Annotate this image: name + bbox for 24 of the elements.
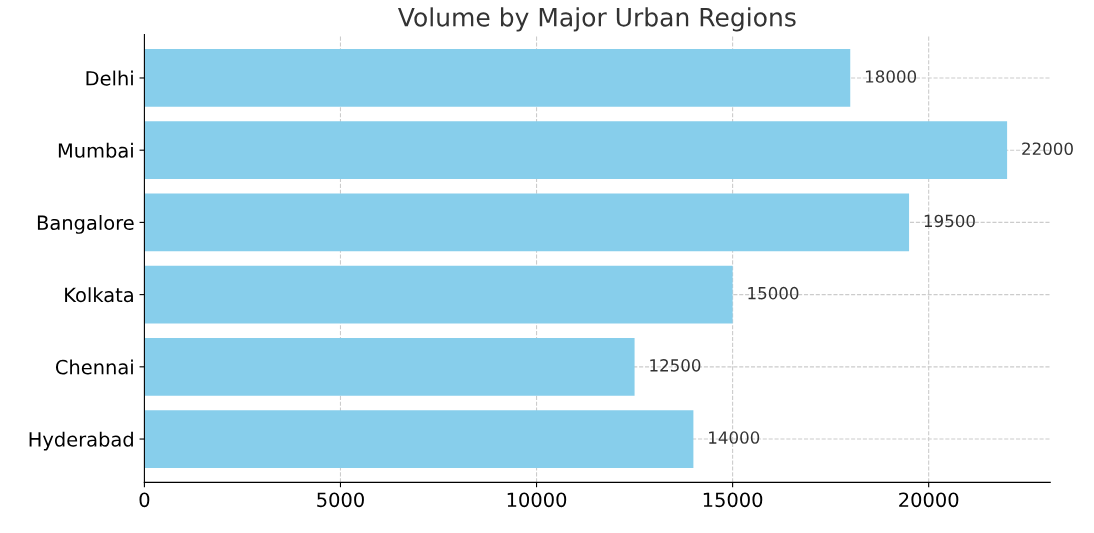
- bar: [144, 49, 851, 107]
- data-label: 12500: [650, 359, 701, 372]
- bar: [144, 121, 1008, 180]
- x-tick-label: 20000: [899, 492, 959, 508]
- x-tick-label: 15000: [703, 492, 763, 508]
- y-tick-label: Chennai: [55, 359, 133, 375]
- data-label: 14000: [709, 431, 760, 444]
- y-tick-label: Delhi: [86, 70, 133, 86]
- bar: [144, 193, 910, 252]
- x-tick-label: 5000: [317, 492, 364, 508]
- bar: [144, 337, 635, 396]
- chart-title: Volume by Major Urban Regions: [397, 7, 796, 32]
- data-label: 18000: [865, 70, 917, 83]
- y-tick-label: Kolkata: [65, 287, 133, 303]
- bar: [144, 265, 733, 324]
- data-label: 22000: [1022, 142, 1073, 156]
- y-tick-label: Bangalore: [37, 215, 134, 234]
- y-tick-label: Hyderabad: [29, 431, 133, 451]
- y-tick-label: Mumbai: [58, 142, 133, 158]
- data-label: 15000: [748, 286, 799, 300]
- x-tick-label: 10000: [507, 492, 567, 508]
- x-tick-label: 0: [139, 492, 150, 508]
- bar: [144, 410, 694, 468]
- data-label: 19500: [924, 214, 975, 228]
